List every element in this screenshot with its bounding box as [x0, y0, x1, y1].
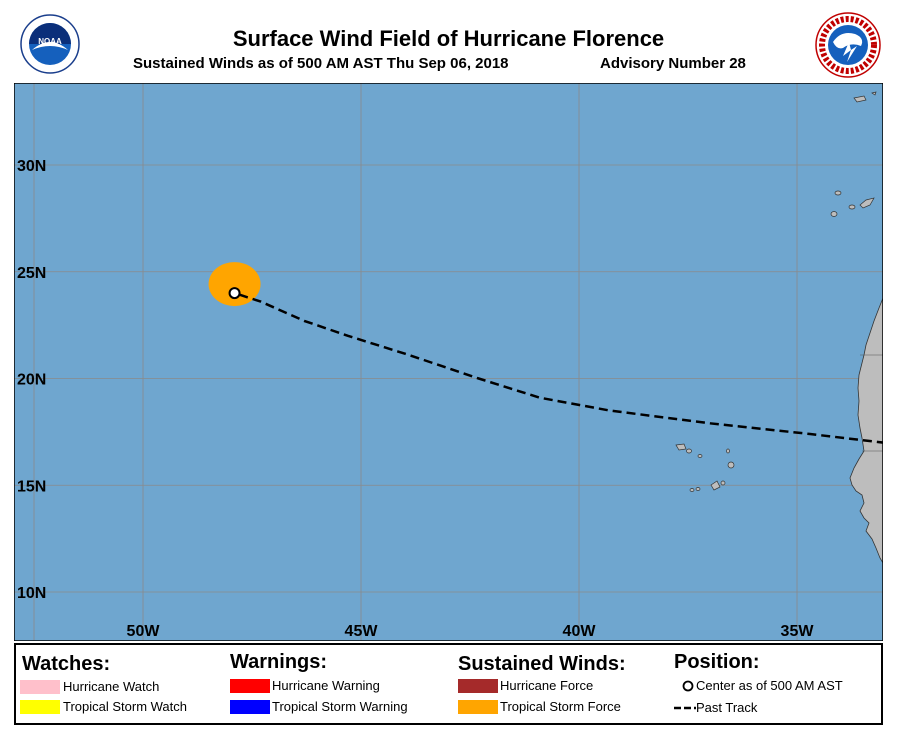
warnings-heading: Warnings:: [230, 651, 328, 673]
watches-heading: Watches:: [22, 653, 111, 675]
longitude-label: 40W: [563, 623, 597, 640]
africa-land: [849, 297, 883, 564]
longitude-label: 35W: [781, 623, 815, 640]
hurricane-watch-swatch: [20, 680, 60, 694]
past-track-label: Past Track: [696, 700, 758, 715]
hurricane-warning-label: Hurricane Warning: [272, 678, 380, 693]
latitude-label: 30N: [17, 158, 46, 175]
latitude-label: 25N: [17, 265, 46, 282]
canary-islands: [830, 190, 875, 217]
latitude-label: 10N: [17, 585, 46, 602]
national-weather-service-logo: [815, 12, 881, 78]
sustained-winds-heading: Sustained Winds:: [458, 653, 626, 675]
tropical-storm-force-label: Tropical Storm Force: [500, 699, 621, 714]
graticule: [14, 83, 883, 641]
madeira-islands: [853, 91, 877, 103]
tropical-storm-watch-label: Tropical Storm Watch: [63, 699, 188, 714]
header: NOAA Surface Wind Field of Hurricane Flo…: [0, 0, 897, 82]
latitude-label: 20N: [17, 372, 46, 389]
svg-text:NOAA: NOAA: [38, 37, 62, 46]
page-title: Surface Wind Field of Hurricane Florence: [232, 26, 665, 51]
hurricane-warning-swatch: [230, 679, 270, 693]
center-label: Center as of 500 AM AST: [696, 678, 843, 693]
tropical-storm-force-swatch: [458, 700, 498, 714]
legend: Watches: Hurricane Watch Tropical Storm …: [14, 643, 883, 725]
tropical-storm-warning-label: Tropical Storm Warning: [272, 699, 408, 714]
subtitle-time: Sustained Winds as of 500 AM AST Thu Sep…: [133, 55, 509, 72]
tropical-storm-force-wind-field: [208, 262, 261, 307]
tropical-storm-warning-swatch: [230, 700, 270, 714]
longitude-label: 50W: [127, 623, 161, 640]
center-symbol-icon: [682, 680, 694, 692]
past-track-line: [234, 291, 883, 444]
latitude-label: 15N: [17, 478, 46, 495]
subtitle-advisory: Advisory Number 28: [600, 55, 746, 72]
hurricane-force-swatch: [458, 679, 498, 693]
cape-verde-islands: [675, 443, 735, 492]
position-heading: Position:: [674, 651, 760, 673]
storm-center-marker: [228, 287, 241, 300]
ocean: [14, 83, 883, 641]
hurricane-force-label: Hurricane Force: [500, 678, 594, 693]
hurricane-watch-label: Hurricane Watch: [63, 679, 160, 694]
past-track-symbol-icon: [674, 706, 696, 710]
tropical-storm-watch-swatch: [20, 700, 60, 714]
noaa-logo: NOAA: [20, 14, 80, 74]
longitude-label: 45W: [345, 623, 379, 640]
